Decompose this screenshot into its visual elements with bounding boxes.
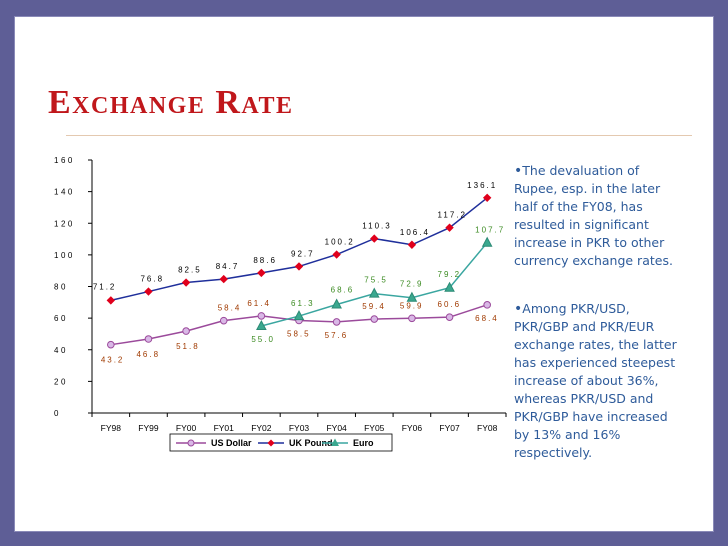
data-label: 117.2 — [438, 211, 467, 220]
data-label: 57.6 — [325, 331, 349, 340]
title-divider — [66, 135, 692, 136]
legend-label: US Dollar — [211, 438, 252, 448]
data-point — [107, 340, 115, 349]
data-point — [407, 240, 417, 249]
data-label: 76.8 — [140, 275, 164, 284]
data-point — [257, 312, 266, 320]
data-label: 79.2 — [438, 270, 462, 279]
data-label: 71.2 — [93, 282, 117, 291]
data-point — [332, 318, 341, 326]
x-tick-label: FY98 — [101, 423, 122, 433]
y-tick-label: 80 — [54, 283, 68, 292]
y-tick-label: 120 — [54, 219, 75, 228]
data-point — [256, 319, 267, 331]
data-point — [406, 291, 418, 302]
y-tick-labels: 0 20 40 60 80 100 120 140 160 — [54, 156, 75, 418]
x-tick-label: FY08 — [477, 423, 498, 433]
data-labels: 43.2 46.8 51.8 58.4 61.4 58.5 57.6 59.4 59.9 60.6… — [93, 181, 505, 365]
x-tick-label: FY04 — [326, 423, 347, 433]
data-point — [370, 315, 379, 323]
legend-marker — [331, 438, 339, 446]
data-point — [182, 327, 190, 335]
data-label: 51.8 — [176, 342, 200, 351]
data-point — [482, 193, 492, 202]
chart-axes — [88, 159, 507, 417]
bullet-list: •The devaluation of Rupee, esp. in the l… — [514, 162, 684, 462]
data-label: 107.7 — [475, 226, 505, 235]
data-label: 106.4 — [400, 228, 430, 237]
data-point — [408, 314, 416, 323]
data-point — [181, 278, 191, 287]
bullet-item: •The devaluation of Rupee, esp. in the l… — [514, 162, 684, 270]
page-title: Exchange Rate — [48, 84, 294, 121]
data-label: 68.6 — [331, 286, 355, 295]
data-label: 61.3 — [291, 299, 315, 308]
data-point — [257, 268, 266, 278]
data-label: 136.1 — [467, 181, 497, 190]
y-tick-label: 60 — [54, 314, 68, 323]
x-tick-label: FY06 — [402, 423, 423, 433]
y-tick-label: 0 — [54, 409, 61, 418]
legend-marker — [267, 439, 275, 447]
data-label: 72.9 — [400, 280, 424, 289]
y-tick-label: 160 — [54, 156, 75, 165]
x-tick-label: FY01 — [214, 423, 235, 433]
bullet-text: The devaluation of Rupee, esp. in the la… — [514, 163, 673, 268]
x-tick-label: FY00 — [176, 423, 197, 433]
data-point — [481, 236, 493, 247]
series-markers — [106, 193, 493, 349]
data-label: 88.6 — [253, 256, 277, 265]
data-label: 100.2 — [325, 238, 355, 247]
y-tick-label: 140 — [54, 188, 75, 197]
bullet-dot-icon: • — [514, 301, 523, 317]
data-label: 58.5 — [287, 329, 311, 338]
data-label: 58.4 — [218, 304, 242, 313]
data-label: 60.6 — [438, 300, 462, 309]
data-point — [106, 296, 116, 305]
data-label: 92.7 — [291, 249, 315, 258]
data-point — [445, 313, 454, 321]
data-label: 82.5 — [178, 266, 202, 275]
x-tick-label: FY02 — [251, 423, 272, 433]
data-label: 75.5 — [364, 276, 388, 285]
data-label: 59.9 — [400, 301, 424, 310]
data-point — [144, 335, 153, 343]
x-tick-label: FY03 — [289, 423, 310, 433]
data-point — [219, 316, 228, 325]
legend-label: UK Pound — [289, 438, 333, 448]
data-point — [294, 262, 304, 271]
data-point — [370, 234, 379, 243]
y-tick-label: 40 — [54, 346, 68, 355]
bullet-text: Among PKR/USD, PKR/GBP and PKR/EUR excha… — [514, 301, 677, 460]
data-point — [483, 301, 491, 309]
x-tick-label: FY99 — [138, 423, 159, 433]
data-label: 84.7 — [216, 262, 240, 271]
data-label: 59.4 — [362, 302, 386, 311]
data-point — [331, 298, 342, 309]
legend-marker — [187, 439, 195, 447]
data-label: 68.4 — [475, 314, 499, 323]
data-label: 110.3 — [362, 222, 391, 231]
data-label: 46.8 — [136, 350, 160, 359]
legend-label: Euro — [353, 438, 374, 448]
data-point — [444, 281, 455, 292]
data-point — [445, 223, 454, 232]
data-point — [332, 250, 341, 259]
data-point — [144, 287, 153, 296]
bullet-item: •Among PKR/USD, PKR/GBP and PKR/EUR exch… — [514, 300, 684, 462]
data-label: 43.2 — [101, 356, 125, 365]
data-point — [293, 310, 305, 321]
data-point — [368, 287, 380, 298]
x-tick-label: FY07 — [439, 423, 460, 433]
data-point — [219, 274, 228, 284]
x-tick-label: FY05 — [364, 423, 385, 433]
data-label: 61.4 — [247, 299, 271, 308]
bullet-dot-icon: • — [514, 163, 523, 179]
data-label: 55.0 — [251, 335, 275, 344]
x-tick-labels: FY98 FY99 FY00 FY01 FY02 FY03 FY04 FY05 FY06 FY07… — [101, 423, 498, 433]
chart-legend: US Dollar UK Pound Euro — [169, 433, 393, 452]
y-tick-label: 20 — [54, 377, 68, 386]
y-tick-label: 100 — [54, 251, 75, 260]
